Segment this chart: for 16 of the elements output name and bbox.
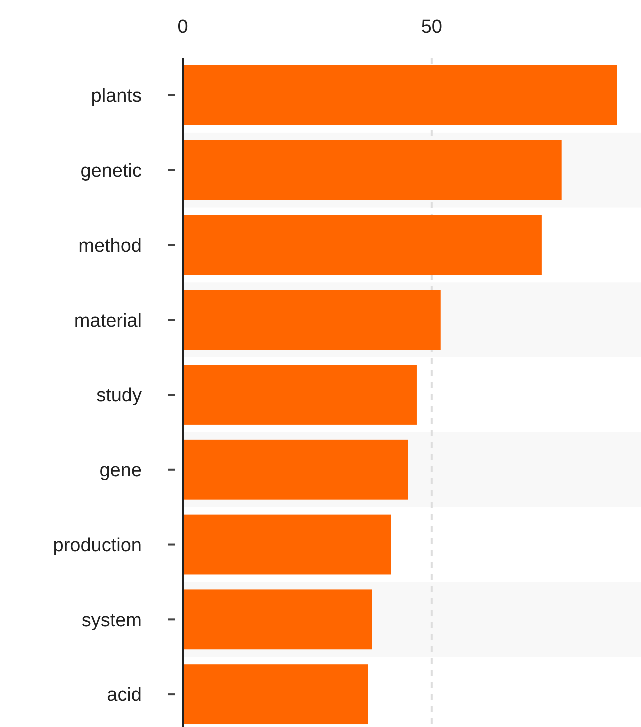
y-tick-label: plants bbox=[91, 86, 142, 108]
bar bbox=[183, 514, 392, 575]
y-tick-label: genetic bbox=[80, 160, 142, 182]
y-tick-label: material bbox=[74, 310, 142, 332]
bar bbox=[183, 664, 368, 725]
y-tick-label: system bbox=[82, 610, 142, 632]
bar bbox=[183, 365, 417, 425]
y-tick-label: production bbox=[53, 535, 142, 556]
x-tick-label: 0 bbox=[178, 17, 188, 38]
y-tick-label: acid bbox=[107, 685, 142, 706]
y-tick-label: study bbox=[96, 386, 142, 407]
y-tick-label: method bbox=[78, 236, 142, 257]
bar bbox=[183, 215, 542, 276]
y-tick-label: gene bbox=[100, 460, 142, 482]
x-tick-label: 50 bbox=[421, 17, 442, 38]
bar bbox=[183, 65, 618, 126]
